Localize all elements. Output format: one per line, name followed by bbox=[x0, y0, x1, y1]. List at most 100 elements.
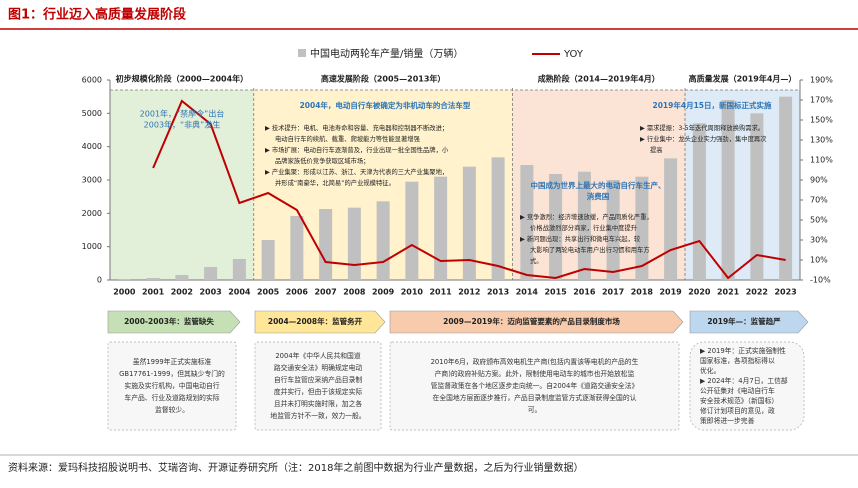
bar bbox=[232, 259, 246, 280]
y2-tick-label: 130% bbox=[810, 136, 833, 145]
timeline-text: 且并未打明实施时限，加之各 bbox=[274, 399, 363, 408]
annotation: ▶ 技术提升：电机、电池寿命和容量、充电器和控制器不断改进； bbox=[265, 123, 448, 132]
annotation: 电动自行车的续航、载重、爬坡能力等性能显著增强 bbox=[275, 134, 421, 143]
annotation: ▶ 产业集聚：形成以江苏、浙江、天津为代表的三大产业集聚地， bbox=[265, 167, 448, 176]
y2-tick-label: 170% bbox=[810, 96, 833, 105]
timeline-arrow bbox=[389, 310, 684, 334]
x-tick-label: 2016 bbox=[573, 288, 596, 297]
y2-tick-label: 50% bbox=[810, 216, 828, 225]
timeline-text: 度并实行，但由于该规定实际 bbox=[274, 387, 363, 396]
y-tick-label: 5000 bbox=[82, 109, 102, 118]
timeline-text: 策即将进一步完善 bbox=[700, 416, 755, 425]
y-tick-label: 3000 bbox=[82, 176, 102, 185]
timeline-text: 监督较少。 bbox=[155, 405, 189, 414]
y2-tick-label: 150% bbox=[810, 116, 833, 125]
x-tick-label: 2019 bbox=[659, 288, 682, 297]
timeline-text: 自行车监管应采纳产品目录制 bbox=[274, 375, 363, 384]
annotation: ▶ 行业集中：龙头企业实力强劲，集中度再次 bbox=[640, 134, 767, 143]
bar bbox=[175, 275, 189, 280]
x-tick-label: 2011 bbox=[429, 288, 452, 297]
x-tick-label: 2023 bbox=[774, 288, 796, 297]
bar bbox=[577, 171, 591, 280]
bar bbox=[664, 158, 678, 280]
annotation: 并形成“南豪华，北简易”的产业规模特征。 bbox=[275, 178, 395, 187]
timeline-text: 管监督政策在各个地区逐步走向统一。自2004年《道路交通安全法》 bbox=[431, 381, 639, 390]
bar bbox=[606, 180, 620, 280]
timeline-label: 2009—2019年：迈向监管要素的产品目录制度市场 bbox=[443, 316, 620, 326]
page-title: 图1：行业迈入高质量发展阶段 bbox=[8, 7, 186, 23]
y2-tick-label: 30% bbox=[810, 236, 828, 245]
x-tick-label: 2001 bbox=[142, 288, 165, 297]
y-tick-label: 6000 bbox=[82, 76, 102, 85]
x-tick-label: 2014 bbox=[516, 288, 539, 297]
bar bbox=[692, 123, 706, 280]
x-tick-label: 2013 bbox=[487, 288, 509, 297]
annotation: 2004年，电动自行车被确定为非机动车的合法车型 bbox=[300, 100, 471, 110]
timeline-text: 地监管方针不一致，效力一般。 bbox=[270, 411, 365, 420]
timeline-text: 修订计划项目的意见，政 bbox=[700, 406, 775, 415]
timeline-text: 在全国地方层面逐步推行，产品目录制度监管方式逐渐获得全国的认 bbox=[433, 393, 637, 402]
bar bbox=[146, 278, 160, 280]
x-tick-label: 2009 bbox=[372, 288, 395, 297]
x-tick-label: 2002 bbox=[171, 288, 193, 297]
timeline-text: 安全技术规范》（新国标） bbox=[700, 396, 778, 405]
bar bbox=[491, 157, 505, 280]
phase-label: 初步规模化阶段（2000—2004年） bbox=[116, 74, 249, 84]
timeline-text: 2004年《中华人民共和国道 bbox=[275, 351, 360, 360]
bar bbox=[117, 279, 131, 280]
timeline-text: 公开征集对《电动自行车 bbox=[700, 386, 775, 395]
timeline-label: 2004—2008年：监管务开 bbox=[268, 316, 363, 326]
annotation: 2003年，“非典”发生 bbox=[144, 120, 221, 130]
legend-swatch bbox=[298, 49, 306, 57]
y-tick-label: 2000 bbox=[82, 209, 102, 218]
y-tick-label: 4000 bbox=[82, 142, 102, 151]
annotation: 式。 bbox=[530, 256, 543, 265]
timeline-box bbox=[389, 341, 680, 431]
source: 资料来源：爱玛科技招股说明书、艾瑞咨询、开源证券研究所（注：2018年之前图中数… bbox=[8, 461, 583, 474]
y2-tick-label: 90% bbox=[810, 176, 828, 185]
timeline-text: 路交通安全法》明确规定电动 bbox=[274, 363, 363, 372]
y2-tick-label: 190% bbox=[810, 76, 833, 85]
bar bbox=[750, 113, 764, 280]
timeline-text: ▶ 2024年：4月7日，工信部 bbox=[700, 376, 788, 385]
bar bbox=[635, 176, 649, 280]
annotation: 品牌家族低价竞争获取区域市场； bbox=[275, 156, 369, 165]
bar bbox=[549, 174, 563, 280]
timeline-label: 2019年—：监管趋严 bbox=[707, 316, 781, 326]
timeline-text: 优化。 bbox=[700, 366, 720, 375]
timeline-text: GB17761-1999，但其缺少专门的 bbox=[119, 369, 225, 378]
x-tick-label: 2022 bbox=[746, 288, 768, 297]
timeline-text: 产商)的政府补贴方案。此外，限制使用电动车的城市也开始放松监 bbox=[435, 369, 635, 378]
annotation: 中国成为世界上最大的电动自行车生产、 bbox=[531, 180, 666, 190]
annotation: 价格战激烈部分商家，行业集中度提升 bbox=[530, 223, 637, 232]
timeline-text: 2010年6月，政府颁布高效电机生产商(包括内置该等电机的产品的生 bbox=[431, 357, 639, 366]
timeline-arrow bbox=[689, 310, 809, 334]
y2-tick-label: 70% bbox=[810, 196, 828, 205]
phase-label: 高速发展阶段（2005—2013年） bbox=[321, 74, 446, 84]
x-tick-label: 2007 bbox=[314, 288, 336, 297]
annotation: 2019年4月15日，新国标正式实施 bbox=[652, 100, 772, 110]
legend-label: 中国电动两轮车产量/销量（万辆） bbox=[310, 47, 463, 60]
timeline-text: 实施及实行机构，中国电动自行 bbox=[124, 381, 219, 390]
timeline-box bbox=[689, 341, 805, 431]
bar bbox=[261, 240, 275, 280]
annotation: ▶ 市场扩展：电动自行车逐渐普及，行业出现一批全国性品牌，小 bbox=[265, 145, 449, 154]
x-tick-label: 2006 bbox=[286, 288, 309, 297]
timeline-text: 可。 bbox=[528, 406, 542, 414]
timeline-text: 虽然1999年正式实施标准 bbox=[133, 357, 212, 366]
phase-band bbox=[512, 90, 685, 280]
timeline-text: 国家标准，各项指标得以 bbox=[700, 356, 775, 365]
bar bbox=[405, 181, 419, 280]
bar bbox=[462, 166, 476, 280]
bar bbox=[290, 216, 304, 280]
yoy-line bbox=[152, 99, 786, 280]
x-tick-label: 2017 bbox=[602, 288, 624, 297]
x-tick-label: 2004 bbox=[228, 288, 251, 297]
annotation: 消费国 bbox=[587, 191, 610, 201]
x-tick-label: 2008 bbox=[343, 288, 366, 297]
legend-label: YOY bbox=[563, 49, 584, 60]
y2-tick-label: 110% bbox=[810, 156, 833, 165]
annotation: 2001年，“禁摩令”出台 bbox=[140, 109, 225, 119]
x-tick-label: 2018 bbox=[631, 288, 654, 297]
